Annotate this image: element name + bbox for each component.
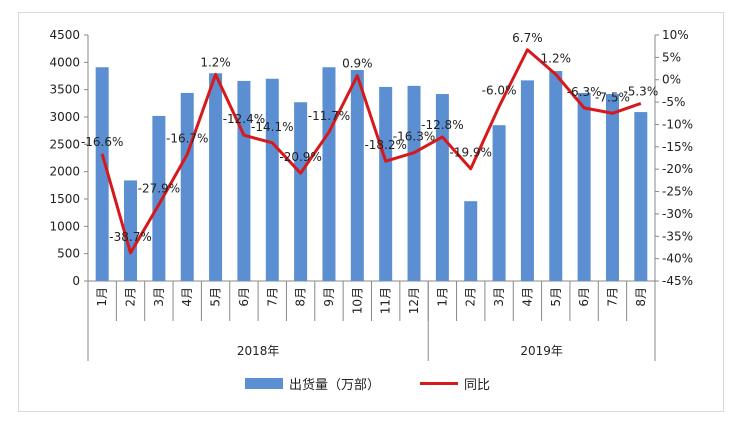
right-tick-label: -20%: [662, 162, 693, 176]
data-label: -7.5%: [595, 90, 630, 104]
bar: [520, 80, 534, 281]
right-tick-label: 10%: [662, 28, 689, 42]
category-label: 10月: [350, 287, 364, 314]
bar: [265, 78, 279, 281]
right-tick-label: -40%: [662, 252, 693, 266]
yoy-line: [100, 48, 642, 255]
data-label: -16.3%: [393, 130, 435, 144]
data-label: 1.2%: [200, 55, 231, 69]
data-label: -12.4%: [223, 112, 265, 126]
group-label: 2018年: [237, 344, 280, 358]
bar: [464, 201, 478, 281]
bar: [124, 180, 138, 281]
left-tick-label: 500: [57, 247, 80, 261]
category-label: 11月: [379, 287, 393, 314]
category-label: 3月: [492, 287, 506, 307]
bar: [492, 125, 506, 281]
bar: [577, 92, 591, 282]
data-label: -5.3%: [623, 84, 658, 98]
right-tick-label: -10%: [662, 117, 693, 131]
data-label: -27.9%: [138, 182, 180, 196]
bar: [549, 71, 563, 281]
data-label: 1.2%: [541, 51, 572, 65]
right-tick-label: -15%: [662, 140, 693, 154]
category-label: 1月: [435, 287, 449, 307]
data-label: -16.6%: [81, 135, 123, 149]
category-label: 4月: [180, 287, 194, 307]
bar: [322, 67, 336, 282]
category-label: 6月: [577, 287, 591, 307]
bar: [294, 102, 308, 282]
bar: [350, 69, 364, 281]
category-label: 2月: [124, 287, 138, 307]
data-label: -12.8%: [421, 118, 463, 132]
data-label: -16.7%: [166, 131, 208, 145]
left-tick-label: 3000: [49, 110, 80, 124]
bar: [407, 85, 421, 281]
left-tick-label: 1500: [49, 192, 80, 206]
bar: [605, 94, 619, 281]
data-label: -19.9%: [449, 146, 491, 160]
bar: [209, 73, 223, 282]
left-tick-label: 4000: [49, 55, 80, 69]
data-label: 6.7%: [512, 31, 543, 45]
legend-line-label: 同比: [464, 378, 491, 393]
category-label: 4月: [520, 287, 534, 307]
left-tick-label: 4500: [49, 28, 80, 42]
left-tick-label: 1000: [49, 219, 80, 233]
category-label: 12月: [407, 287, 421, 314]
category-label: 8月: [294, 287, 308, 307]
bar: [634, 112, 648, 281]
bar: [180, 92, 194, 282]
data-label: -6.3%: [567, 85, 602, 99]
category-label: 5月: [549, 287, 563, 307]
right-tick-label: -25%: [662, 185, 693, 199]
data-label: -18.2%: [364, 138, 406, 152]
left-tick-label: 2500: [49, 137, 80, 151]
data-label: 0.9%: [342, 57, 373, 71]
right-tick-label: -35%: [662, 229, 693, 243]
left-tick-label: 2000: [49, 165, 80, 179]
left-tick-label: 0: [72, 274, 80, 288]
bar: [95, 67, 109, 282]
category-label: 7月: [265, 287, 279, 307]
category-label: 9月: [322, 287, 336, 307]
category-label: 2月: [464, 287, 478, 307]
right-tick-label: 0%: [662, 73, 681, 87]
category-label: 3月: [152, 287, 166, 307]
right-tick-label: -45%: [662, 274, 693, 288]
data-label: -20.9%: [279, 150, 321, 164]
legend: 出货量（万部） 同比: [245, 374, 490, 393]
category-label: 5月: [209, 287, 223, 307]
bar: [237, 80, 251, 281]
data-label: -38.7%: [109, 230, 151, 244]
legend-bar-swatch: [245, 378, 283, 389]
category-label: 8月: [634, 287, 648, 307]
legend-line-swatch: [420, 382, 459, 385]
right-tick-label: 5%: [662, 50, 681, 64]
category-label: 6月: [237, 287, 251, 307]
category-label: 1月: [95, 287, 109, 307]
right-tick-label: -30%: [662, 207, 693, 221]
bar: [379, 86, 393, 281]
group-label: 2019年: [520, 344, 563, 358]
category-label: 7月: [605, 287, 619, 307]
legend-bar-label: 出货量（万部）: [289, 378, 381, 393]
chart-frame: [18, 12, 724, 412]
data-label: -6.0%: [482, 84, 517, 98]
bar: [152, 115, 166, 281]
data-label: -14.1%: [251, 120, 293, 134]
data-label: -11.7%: [308, 109, 350, 123]
right-tick-label: -5%: [662, 95, 685, 109]
left-tick-label: 3500: [49, 83, 80, 97]
